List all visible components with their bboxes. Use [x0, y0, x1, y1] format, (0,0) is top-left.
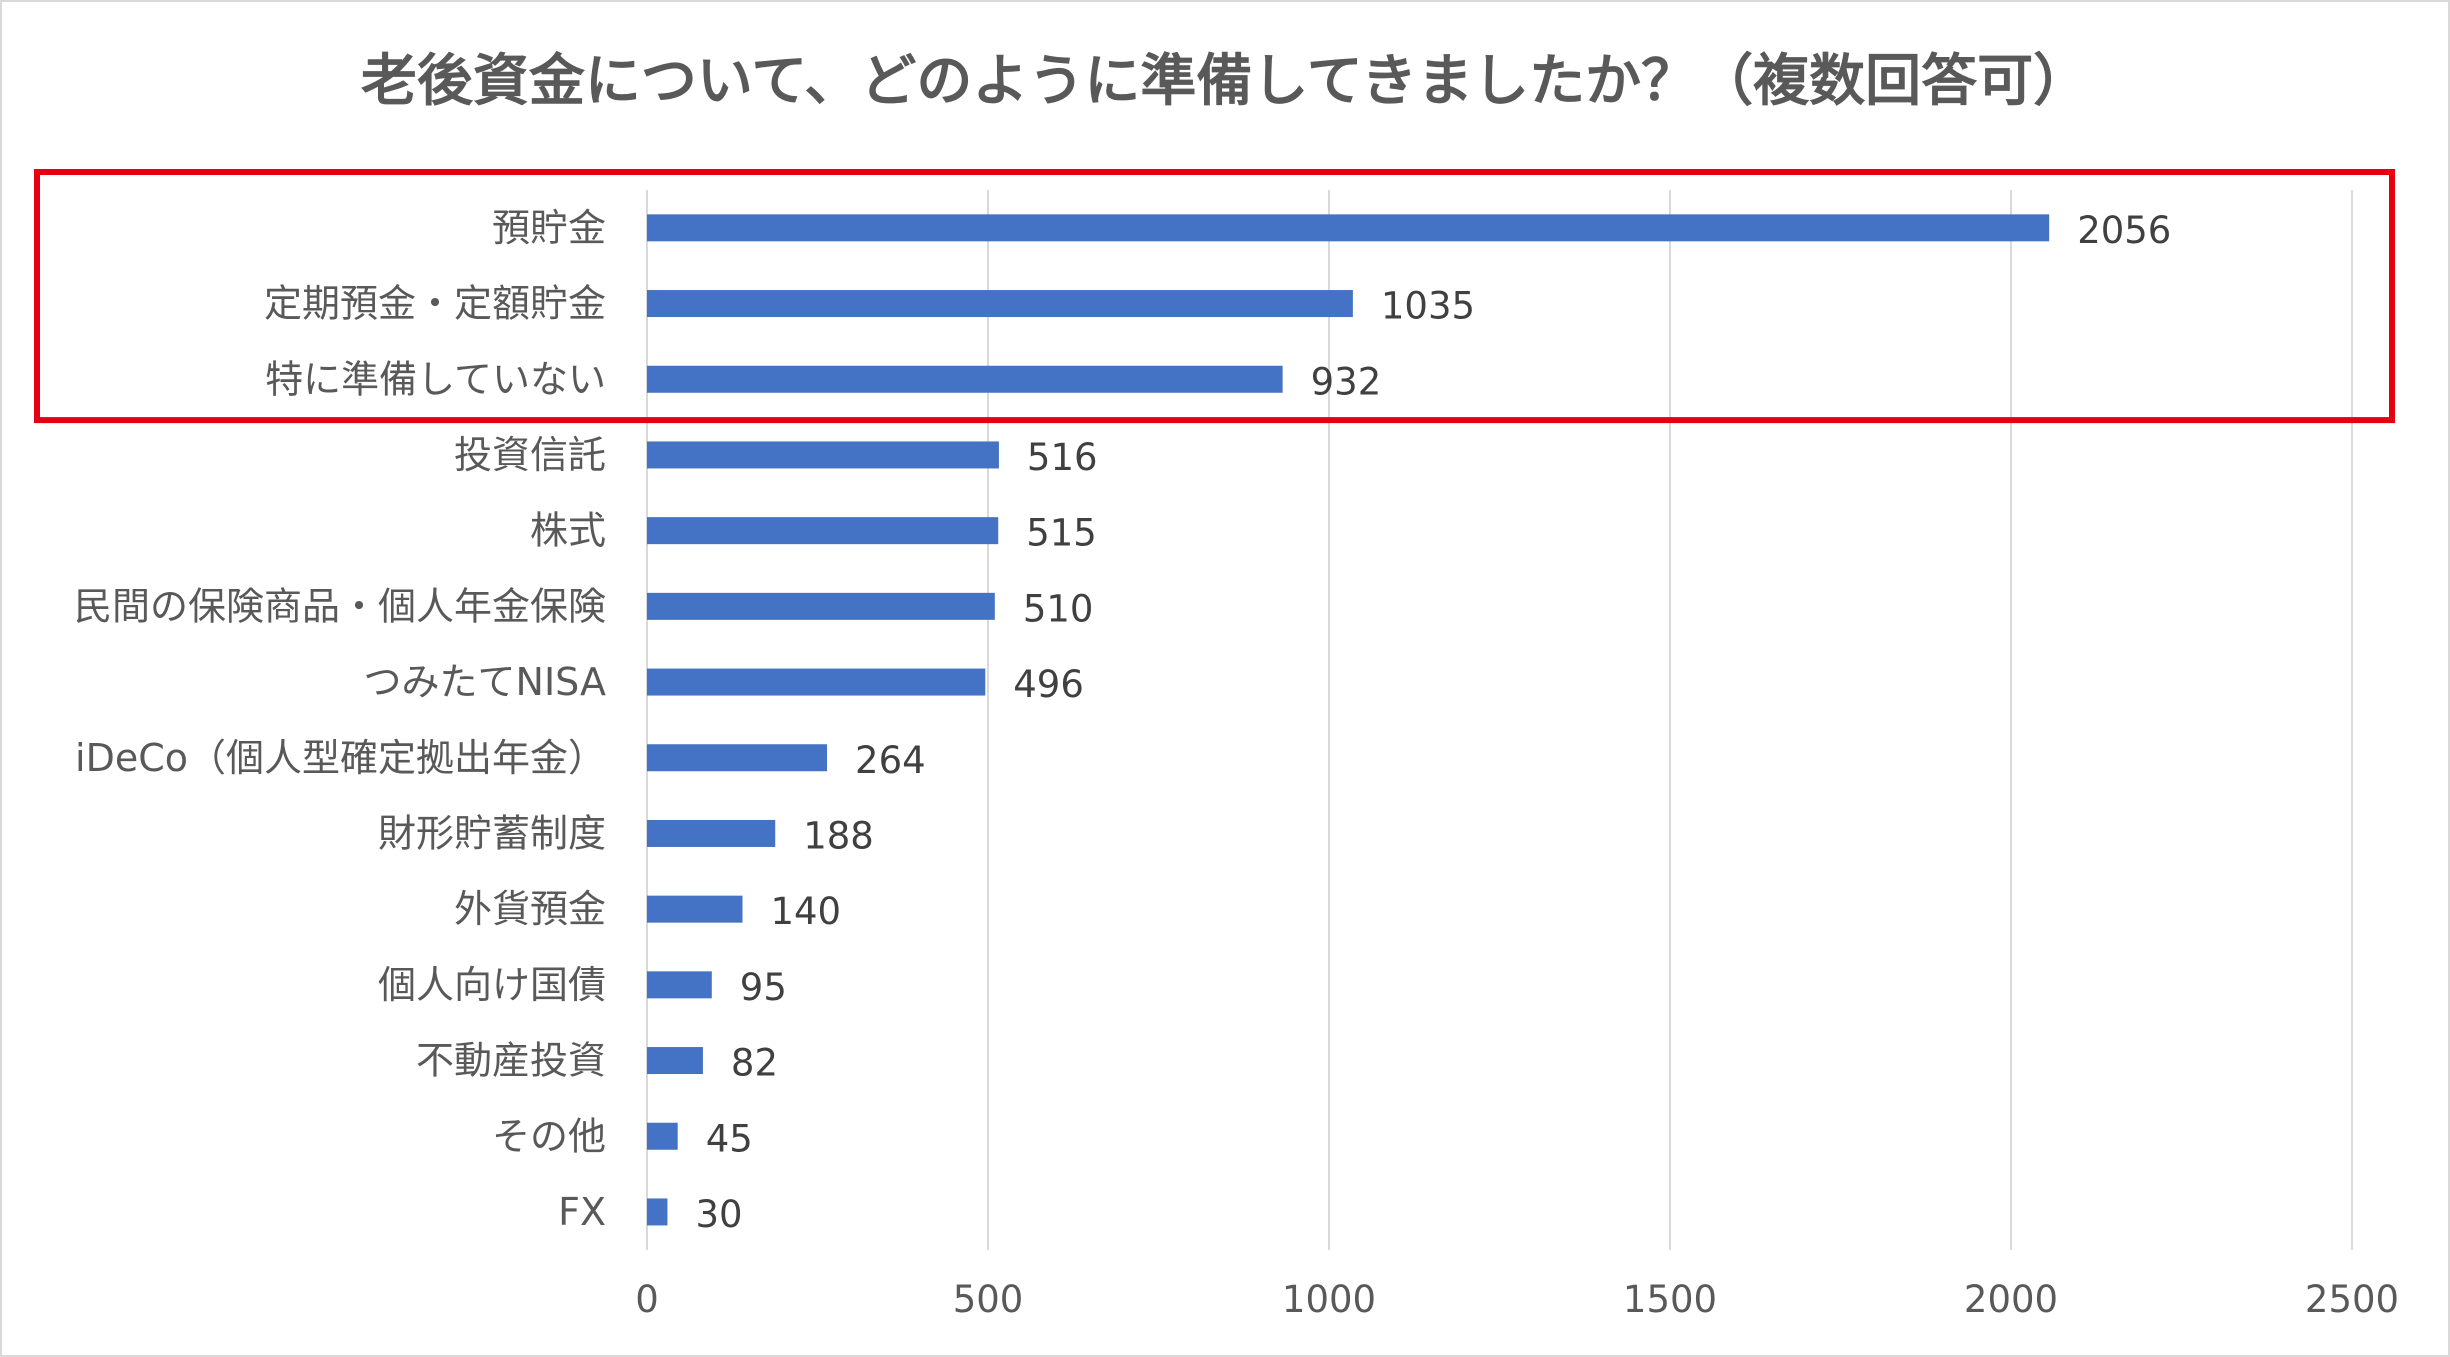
x-tick-label: 1000 [1282, 1278, 1376, 1321]
category-label: FX [558, 1190, 606, 1234]
category-label: 特に準備していない [265, 357, 606, 401]
category-label: その他 [492, 1114, 606, 1158]
data-label: 95 [740, 966, 787, 1009]
bar [647, 290, 1353, 318]
bar [647, 1047, 703, 1075]
data-label: 2056 [2077, 209, 2171, 252]
bar [647, 895, 743, 923]
category-label: 預貯金 [492, 206, 606, 250]
bar [647, 441, 999, 469]
bar [647, 214, 2050, 242]
data-label: 515 [1026, 512, 1097, 555]
category-label: つみたてNISA [364, 660, 606, 704]
data-label: 510 [1023, 587, 1094, 630]
bar [647, 1198, 668, 1226]
data-label: 932 [1311, 360, 1382, 403]
data-label: 140 [770, 890, 841, 933]
category-label: 株式 [530, 509, 606, 553]
x-tick-label: 1500 [1623, 1278, 1717, 1321]
data-label: 1035 [1381, 285, 1475, 328]
bar [647, 517, 999, 545]
bar [647, 971, 712, 999]
data-label: 264 [855, 739, 926, 782]
chart-title: 老後資金について、どのように準備してきましたか？（複数回答可） [360, 49, 2090, 114]
data-label: 30 [695, 1193, 742, 1236]
bar [647, 668, 986, 696]
category-label: 外貨預金 [454, 887, 606, 931]
category-label: 個人向け国債 [378, 963, 606, 1007]
data-label: 82 [731, 1042, 778, 1085]
x-tick-label: 500 [953, 1278, 1024, 1321]
category-label: iDeCo（個人型確定拠出年金） [75, 736, 606, 780]
data-label: 45 [706, 1117, 753, 1160]
x-tick-label: 2000 [1964, 1278, 2058, 1321]
data-label: 496 [1013, 663, 1084, 706]
bar [647, 744, 828, 772]
data-label: 188 [803, 814, 874, 857]
category-label: 投資信託 [454, 433, 606, 477]
highlight-box [34, 169, 2395, 424]
bar [647, 592, 995, 620]
category-label: 不動産投資 [416, 1039, 606, 1083]
category-label: 民間の保険商品・個人年金保険 [74, 584, 606, 628]
data-label: 516 [1027, 436, 1098, 479]
bar [647, 1122, 678, 1150]
category-label: 財形貯蓄制度 [378, 811, 606, 855]
bar [647, 365, 1283, 393]
category-label: 定期預金・定額貯金 [264, 282, 606, 326]
x-tick-label: 2500 [2305, 1278, 2399, 1321]
x-tick-label: 0 [635, 1278, 659, 1321]
bar [647, 819, 776, 847]
